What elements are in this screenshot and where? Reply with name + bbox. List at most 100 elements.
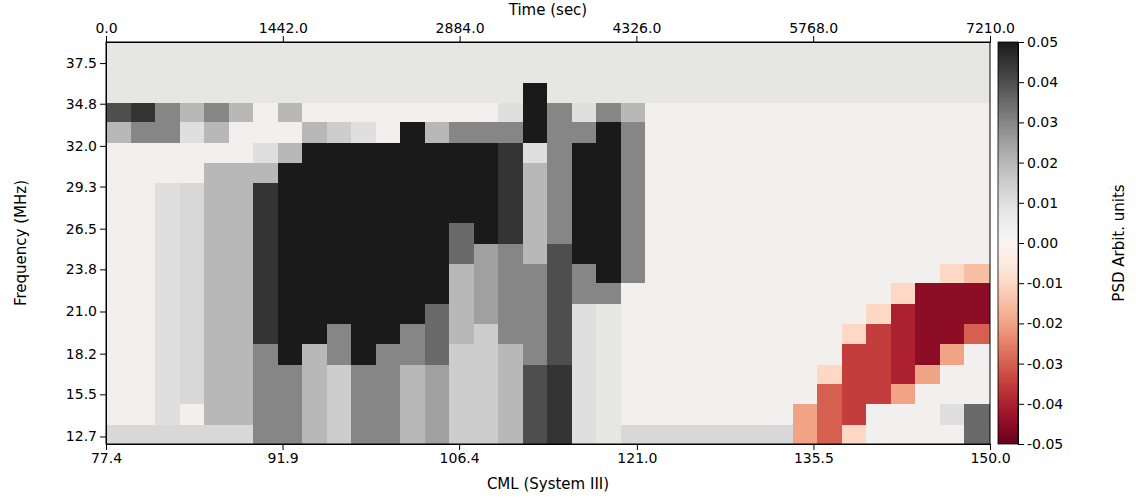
cell bbox=[376, 42, 401, 62]
cell bbox=[695, 42, 720, 62]
y-tick: 23.8 bbox=[66, 261, 106, 277]
cell bbox=[425, 42, 450, 62]
x-tick: 1442.0 bbox=[259, 20, 308, 42]
cell bbox=[842, 283, 867, 305]
cell bbox=[744, 42, 769, 62]
cell bbox=[817, 324, 842, 344]
cell bbox=[670, 182, 695, 204]
cell bbox=[278, 42, 303, 62]
colorbar-tick-mark bbox=[1018, 122, 1024, 123]
cell bbox=[547, 143, 572, 163]
cell bbox=[866, 324, 891, 344]
cell bbox=[204, 424, 229, 444]
cell bbox=[474, 343, 499, 365]
cell bbox=[621, 42, 646, 62]
cell bbox=[842, 223, 867, 245]
cell bbox=[793, 343, 818, 365]
cell bbox=[400, 182, 425, 204]
cell bbox=[964, 364, 990, 384]
cell bbox=[400, 62, 425, 84]
cell bbox=[670, 304, 695, 324]
cell bbox=[131, 42, 156, 62]
cell bbox=[180, 223, 205, 245]
cell bbox=[768, 143, 793, 163]
colorbar-tick-mark bbox=[1018, 42, 1024, 43]
cell bbox=[866, 42, 891, 62]
cell bbox=[572, 244, 597, 264]
cell bbox=[302, 304, 327, 324]
cell bbox=[498, 223, 523, 245]
y-tick-mark bbox=[100, 394, 106, 395]
cell bbox=[621, 324, 646, 344]
cell bbox=[866, 182, 891, 204]
cell bbox=[474, 223, 499, 245]
cell bbox=[498, 62, 523, 84]
cell bbox=[425, 343, 450, 365]
cell bbox=[204, 283, 229, 305]
cell bbox=[695, 162, 720, 182]
cell bbox=[131, 343, 156, 365]
cell bbox=[940, 143, 965, 163]
cell bbox=[523, 223, 548, 245]
x2-tick: 77.4 bbox=[91, 444, 122, 466]
cell bbox=[866, 263, 891, 283]
cell bbox=[670, 122, 695, 144]
cell bbox=[302, 203, 327, 223]
cell bbox=[940, 304, 965, 324]
cell bbox=[278, 283, 303, 305]
cell bbox=[621, 122, 646, 144]
cell bbox=[155, 324, 180, 344]
cell bbox=[768, 343, 793, 365]
cell bbox=[204, 42, 229, 62]
cell bbox=[523, 162, 548, 182]
cell bbox=[523, 102, 548, 122]
cell bbox=[719, 203, 744, 223]
cell bbox=[645, 343, 670, 365]
cell bbox=[719, 162, 744, 182]
cell bbox=[670, 263, 695, 283]
cell bbox=[204, 324, 229, 344]
cell bbox=[351, 203, 376, 223]
cell bbox=[547, 182, 572, 204]
cell bbox=[744, 203, 769, 223]
cell bbox=[719, 364, 744, 384]
colorbar-tick-label: 0.01 bbox=[1027, 195, 1058, 211]
cell bbox=[670, 203, 695, 223]
cell bbox=[744, 102, 769, 122]
cell bbox=[204, 102, 229, 122]
cell bbox=[229, 324, 254, 344]
cell bbox=[547, 384, 572, 404]
cell bbox=[744, 283, 769, 305]
cell bbox=[376, 122, 401, 144]
cell bbox=[131, 203, 156, 223]
cell bbox=[425, 364, 450, 384]
cell bbox=[768, 223, 793, 245]
cell bbox=[449, 384, 474, 404]
cell bbox=[351, 223, 376, 245]
cell bbox=[645, 162, 670, 182]
cell bbox=[793, 244, 818, 264]
cell bbox=[719, 42, 744, 62]
cell bbox=[278, 304, 303, 324]
colorbar-tick-mark bbox=[1018, 203, 1024, 204]
cell bbox=[915, 122, 940, 144]
cell bbox=[695, 102, 720, 122]
cell bbox=[768, 182, 793, 204]
cell bbox=[400, 223, 425, 245]
cell bbox=[131, 122, 156, 144]
cells bbox=[106, 42, 990, 444]
cell bbox=[425, 324, 450, 344]
cell bbox=[768, 62, 793, 84]
cell bbox=[376, 162, 401, 182]
cell bbox=[768, 283, 793, 305]
cell bbox=[106, 304, 131, 324]
cell bbox=[596, 162, 621, 182]
cell bbox=[572, 223, 597, 245]
cell bbox=[621, 83, 646, 103]
cell bbox=[155, 364, 180, 384]
cell bbox=[940, 384, 965, 404]
cell bbox=[891, 304, 916, 324]
y-tick-label: 12.7 bbox=[66, 428, 97, 444]
cell bbox=[523, 244, 548, 264]
cell bbox=[376, 343, 401, 365]
